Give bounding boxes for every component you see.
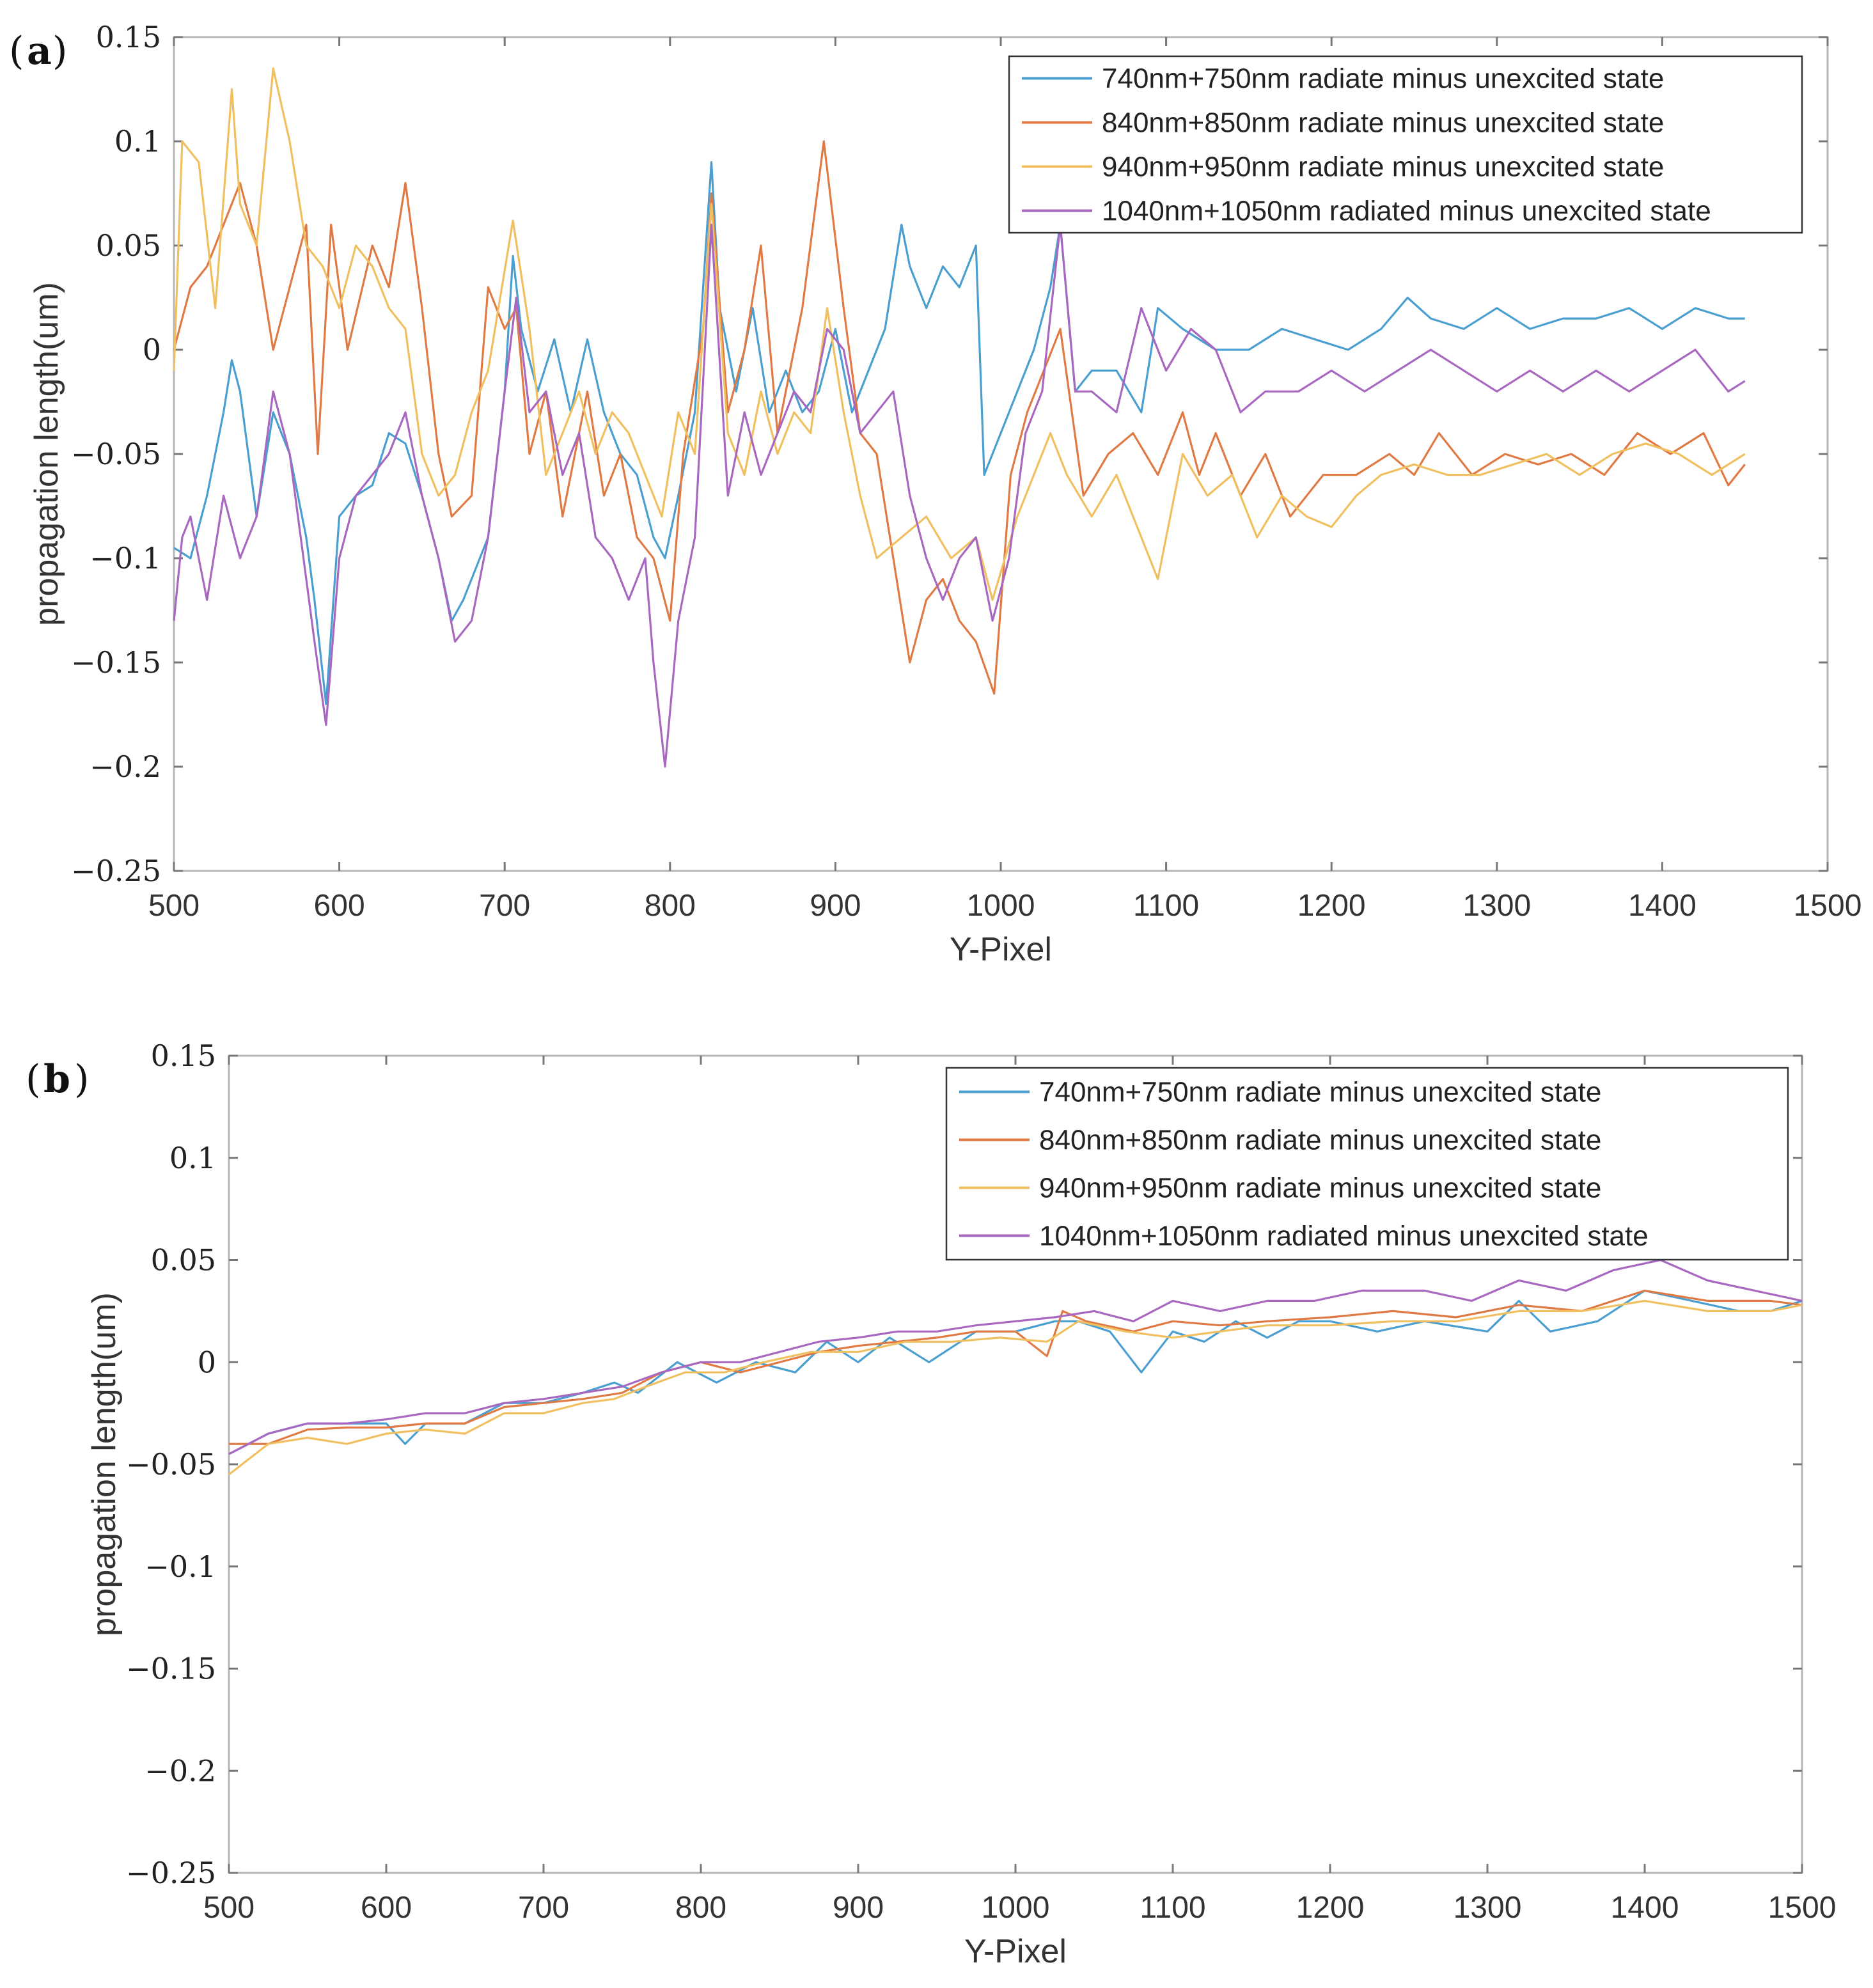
legend-entry: 940nm+950nm radiate minus unexcited stat… <box>1102 152 1664 183</box>
series-line-2 <box>173 140 1746 695</box>
x-tick-label: 600 <box>361 1891 412 1925</box>
legend-box <box>945 1067 1789 1261</box>
panel-b-label-close: ) <box>74 1057 89 1102</box>
y-tick-label: 0.1 <box>169 1141 216 1175</box>
y-tick-label: 0 <box>198 1345 216 1379</box>
y-tick-label: −0.15 <box>126 1652 216 1686</box>
x-tick-label: 500 <box>148 889 200 923</box>
legend-entry: 740nm+750nm radiate minus unexcited stat… <box>1039 1077 1601 1108</box>
x-tick-label: 1100 <box>1140 1891 1205 1925</box>
y-axis-label: propagation length(um) <box>28 282 65 626</box>
y-tick-label: −0.25 <box>126 1856 216 1890</box>
series-line-4 <box>173 223 1746 768</box>
panel-a-label-open: ( <box>9 29 24 74</box>
y-tick-label: 0 <box>143 333 161 367</box>
x-tick-label: 900 <box>810 889 861 923</box>
x-tick-label: 1300 <box>1462 889 1531 923</box>
legend-entry: 1040nm+1050nm radiated minus unexcited s… <box>1102 196 1711 227</box>
series-line-4 <box>228 1258 1803 1455</box>
legend-entry: 840nm+850nm radiate minus unexcited stat… <box>1039 1125 1601 1156</box>
y-tick-label: −0.05 <box>126 1447 216 1482</box>
x-tick-label: 700 <box>518 1891 569 1925</box>
y-tick-label: −0.2 <box>90 749 161 784</box>
panel-a-label: a <box>27 29 52 74</box>
x-tick-label: 1500 <box>1794 889 1862 923</box>
panel-a: ( a ) 500 600 700 800 900 1000 1100 1200 1300 140… <box>9 20 1861 968</box>
x-tick-label: 1200 <box>1296 1891 1365 1925</box>
y-axis-label: propagation length(um) <box>86 1292 123 1636</box>
series-line-1 <box>228 1289 1803 1455</box>
y-tick-label: −0.1 <box>145 1549 216 1584</box>
x-tick-label: 1400 <box>1628 889 1697 923</box>
panel-b-label: b <box>43 1057 70 1102</box>
x-tick-label: 1400 <box>1611 1891 1679 1925</box>
x-axis-label: Y-Pixel <box>950 931 1052 968</box>
x-tick-label: 900 <box>833 1891 884 1925</box>
x-axis-label: Y-Pixel <box>964 1933 1067 1970</box>
legend-entry: 740nm+750nm radiate minus unexcited stat… <box>1102 63 1664 95</box>
y-tick-label: −0.1 <box>90 541 161 575</box>
y-tick-label: 0.05 <box>151 1243 216 1278</box>
x-tick-label: 1500 <box>1768 1891 1837 1925</box>
series-line-2 <box>229 1289 1803 1445</box>
legend-entry: 1040nm+1050nm radiated minus unexcited s… <box>1039 1221 1649 1252</box>
x-tick-label: 1100 <box>1133 889 1199 923</box>
panel-b: ( b ) 500 600 700 800 900 1000 1100 1200 1300 140… <box>26 1038 1836 1970</box>
legend-box <box>1008 55 1803 234</box>
x-tick-label: 600 <box>314 889 365 923</box>
y-tick-label: 0.05 <box>96 228 161 263</box>
y-tick-label: 0.15 <box>96 20 161 54</box>
series-line-3 <box>173 67 1746 601</box>
panel-a-label-close: ) <box>52 29 67 74</box>
y-tick-label: −0.15 <box>71 645 161 680</box>
panel-b-label-open: ( <box>26 1057 40 1102</box>
y-tick-label: 0.1 <box>114 124 161 159</box>
x-tick-label: 1200 <box>1297 889 1366 923</box>
x-tick-label: 1000 <box>982 1891 1050 1925</box>
x-tick-label: 700 <box>479 889 530 923</box>
x-tick-label: 800 <box>645 889 696 923</box>
x-tick-label: 1000 <box>967 889 1035 923</box>
legend-entry: 840nm+850nm radiate minus unexcited stat… <box>1102 107 1664 139</box>
y-tick-label: −0.2 <box>145 1753 216 1788</box>
y-tick-label: 0.15 <box>151 1038 216 1073</box>
y-tick-label: −0.25 <box>71 854 161 888</box>
x-tick-label: 1300 <box>1454 1891 1522 1925</box>
x-tick-label: 800 <box>675 1891 726 1925</box>
legend-entry: 940nm+950nm radiate minus unexcited stat… <box>1039 1173 1601 1204</box>
x-tick-label: 500 <box>203 1891 255 1925</box>
y-tick-label: −0.05 <box>71 437 161 471</box>
series-line-3 <box>228 1299 1803 1476</box>
